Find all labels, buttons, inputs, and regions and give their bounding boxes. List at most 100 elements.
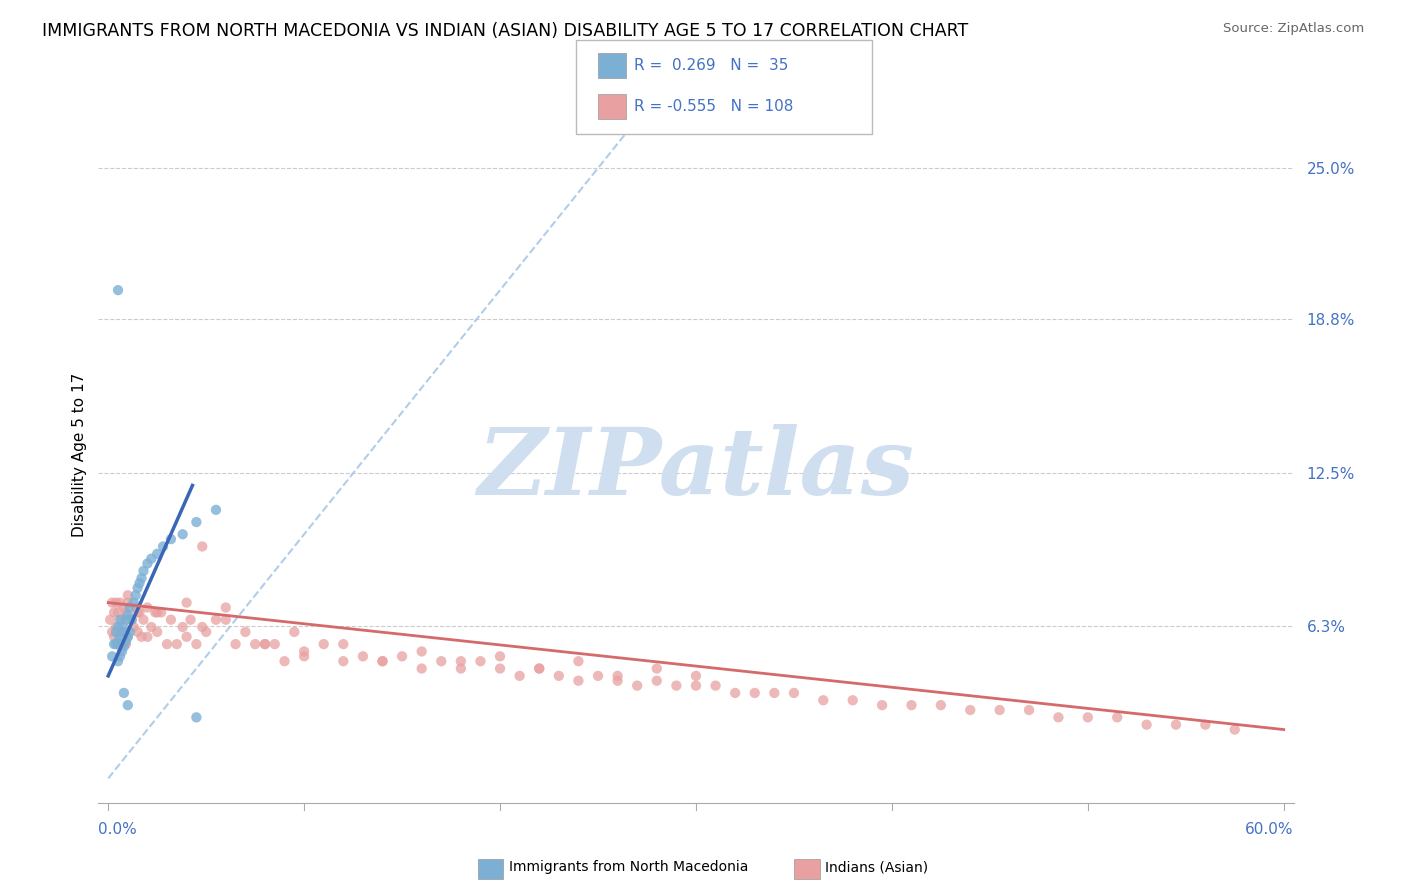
Point	[176, 596, 198, 610]
Point	[1135, 717, 1157, 731]
Point	[645, 661, 668, 675]
Point	[111, 624, 134, 639]
Point	[186, 515, 208, 529]
Point	[1018, 703, 1040, 717]
Point	[724, 686, 747, 700]
Point	[118, 624, 141, 639]
Point	[1164, 717, 1187, 731]
Point	[841, 693, 863, 707]
Point	[112, 640, 135, 654]
Point	[253, 637, 276, 651]
Point	[685, 679, 707, 693]
Point	[352, 649, 374, 664]
Point	[371, 654, 394, 668]
Point	[121, 613, 143, 627]
Point	[103, 606, 125, 620]
Point	[127, 581, 149, 595]
Point	[121, 613, 143, 627]
Point	[172, 620, 194, 634]
Point	[156, 637, 179, 651]
Point	[191, 620, 214, 634]
Point	[606, 669, 628, 683]
Point	[131, 630, 153, 644]
Y-axis label: Disability Age 5 to 17: Disability Age 5 to 17	[72, 373, 87, 537]
Point	[263, 637, 285, 651]
Point	[136, 600, 159, 615]
Point	[205, 503, 228, 517]
Point	[273, 654, 295, 668]
Point	[179, 613, 201, 627]
Point	[929, 698, 952, 713]
Point	[107, 606, 129, 620]
Point	[235, 624, 257, 639]
Text: 60.0%: 60.0%	[1246, 822, 1294, 838]
Point	[117, 698, 139, 713]
Point	[105, 637, 128, 651]
Point	[191, 540, 214, 554]
Point	[411, 661, 433, 675]
Point	[141, 551, 163, 566]
Point	[813, 693, 835, 707]
Point	[243, 637, 266, 651]
Point	[225, 637, 247, 651]
Point	[645, 673, 668, 688]
Point	[172, 527, 194, 541]
Point	[108, 613, 131, 627]
Point	[450, 654, 472, 668]
Point	[115, 634, 138, 648]
Point	[103, 637, 125, 651]
Text: Source: ZipAtlas.com: Source: ZipAtlas.com	[1223, 22, 1364, 36]
Point	[1194, 717, 1216, 731]
Point	[391, 649, 413, 664]
Point	[141, 620, 163, 634]
Point	[292, 644, 315, 658]
Point	[783, 686, 806, 700]
Point	[411, 644, 433, 658]
Point	[870, 698, 893, 713]
Point	[160, 532, 183, 546]
Point	[112, 600, 135, 615]
Point	[763, 686, 786, 700]
Point	[115, 613, 138, 627]
Point	[132, 564, 155, 578]
Point	[103, 630, 125, 644]
Point	[283, 624, 305, 639]
Point	[108, 596, 131, 610]
Point	[112, 624, 135, 639]
Text: ZIPatlas: ZIPatlas	[478, 424, 914, 514]
Point	[215, 613, 238, 627]
Point	[108, 624, 131, 639]
Point	[136, 630, 159, 644]
Point	[101, 649, 124, 664]
Point	[107, 620, 129, 634]
Point	[118, 600, 141, 615]
Point	[112, 686, 135, 700]
Point	[117, 596, 139, 610]
Point	[606, 673, 628, 688]
Point	[160, 613, 183, 627]
Point	[105, 624, 128, 639]
Point	[105, 620, 128, 634]
Point	[117, 630, 139, 644]
Point	[529, 661, 551, 675]
Point	[108, 630, 131, 644]
Point	[132, 613, 155, 627]
Point	[128, 576, 150, 591]
Point	[665, 679, 688, 693]
Point	[107, 637, 129, 651]
Text: 0.0%: 0.0%	[98, 822, 138, 838]
Point	[685, 669, 707, 683]
Point	[124, 588, 146, 602]
Point	[127, 606, 149, 620]
Point	[146, 547, 169, 561]
Point	[98, 613, 121, 627]
Point	[186, 710, 208, 724]
Text: Indians (Asian): Indians (Asian)	[825, 860, 928, 874]
Point	[115, 606, 138, 620]
Point	[195, 624, 218, 639]
Text: R = -0.555   N = 108: R = -0.555 N = 108	[634, 99, 793, 113]
Point	[332, 654, 354, 668]
Point	[122, 620, 145, 634]
Point	[253, 637, 276, 651]
Point	[186, 637, 208, 651]
